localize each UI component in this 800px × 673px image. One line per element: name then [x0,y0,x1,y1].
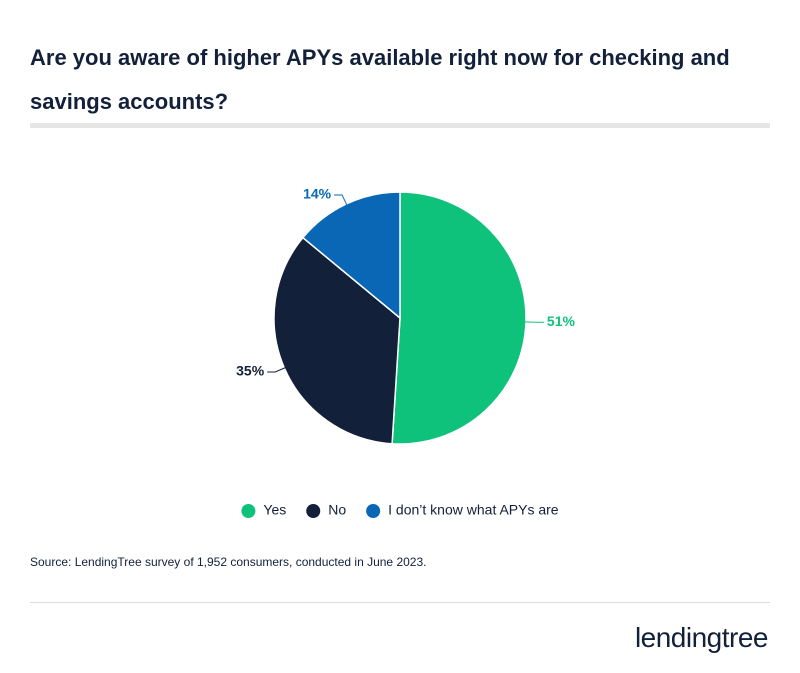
chart: 51% 35% 14% Yes No I don’t know what APYs are [236,186,576,518]
leader-line [334,194,348,207]
legend-label: No [328,502,346,518]
footer-rule [30,602,770,603]
legend-swatch [241,504,256,518]
chart-title: Are you aware of higher APYs available r… [30,45,730,114]
legend: Yes No I don’t know what APYs are [241,502,559,518]
legend-label: I don’t know what APYs are [388,502,559,518]
source-note: Source: LendingTree survey of 1,952 cons… [30,555,427,569]
legend-swatch [306,504,321,518]
logo: lendingtree [634,622,769,653]
legend-swatch [366,504,381,518]
data-label: 35% [236,363,265,379]
title-rule [30,123,770,128]
data-label: 14% [303,186,332,202]
leader-line [267,366,287,373]
legend-label: Yes [263,502,286,518]
data-label: 51% [547,313,576,329]
pie-slice [391,191,527,445]
